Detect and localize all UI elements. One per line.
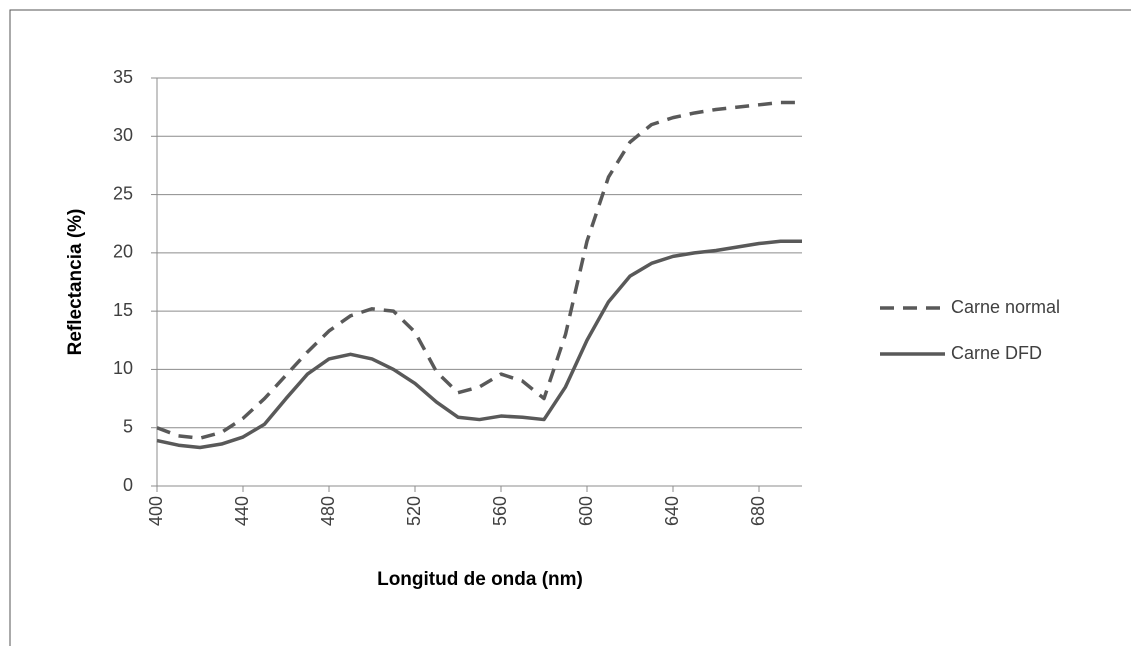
y-tick-label: 5 <box>123 416 133 436</box>
x-tick-label: 440 <box>232 496 252 526</box>
x-tick-label: 560 <box>490 496 510 526</box>
x-tick-label: 480 <box>318 496 338 526</box>
series-line <box>156 239 802 450</box>
x-axis-title: Longitud de onda (nm) <box>377 569 583 590</box>
x-tick-label: 680 <box>748 496 768 526</box>
y-tick-label: 15 <box>113 300 133 320</box>
x-tick-label: 400 <box>146 496 166 526</box>
x-tick-label: 520 <box>404 496 424 526</box>
y-tick-label: 0 <box>123 475 133 495</box>
frame <box>9 9 1131 646</box>
y-tick-label: 35 <box>113 67 133 87</box>
y-tick-label: 20 <box>113 242 133 262</box>
y-axis-title: Reflectancia (%) <box>65 209 86 356</box>
y-tick-label: 10 <box>113 358 133 378</box>
y-tick-label: 25 <box>113 183 133 203</box>
legend-label: Carne normal <box>951 297 1060 317</box>
x-tick-label: 600 <box>576 496 596 526</box>
legend-label: Carne DFD <box>951 343 1042 363</box>
x-tick-label: 640 <box>662 496 682 526</box>
series-line <box>156 100 802 440</box>
y-tick-label: 30 <box>113 125 133 145</box>
